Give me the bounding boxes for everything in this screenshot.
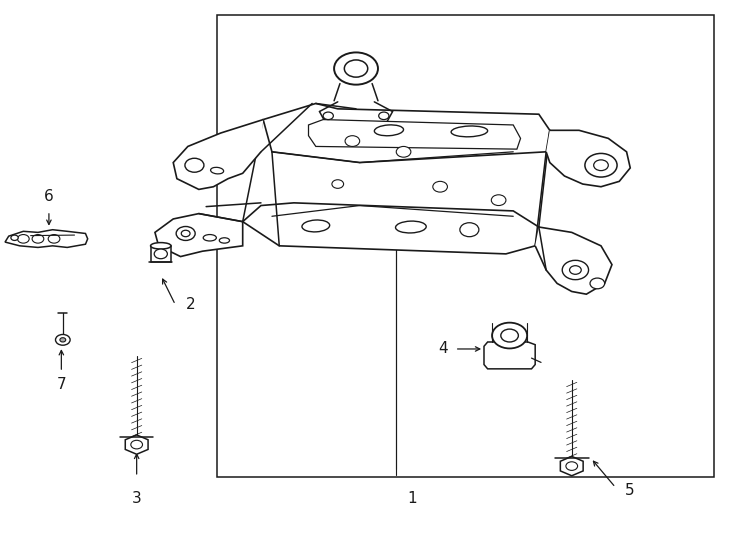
Text: 2: 2	[186, 298, 195, 313]
Circle shape	[32, 234, 44, 243]
Circle shape	[492, 322, 527, 348]
Circle shape	[433, 181, 448, 192]
Polygon shape	[308, 119, 520, 149]
Polygon shape	[264, 104, 550, 163]
Polygon shape	[173, 119, 264, 190]
Text: 5: 5	[625, 483, 634, 498]
Polygon shape	[535, 227, 612, 294]
Text: 6: 6	[44, 190, 54, 205]
Circle shape	[185, 158, 204, 172]
Ellipse shape	[451, 126, 487, 137]
Circle shape	[501, 329, 518, 342]
Circle shape	[344, 60, 368, 77]
Circle shape	[18, 234, 29, 243]
Circle shape	[566, 462, 578, 470]
Ellipse shape	[302, 220, 330, 232]
Bar	[217, 15, 714, 477]
Ellipse shape	[150, 242, 171, 249]
Circle shape	[48, 234, 60, 243]
Circle shape	[334, 52, 378, 85]
Ellipse shape	[219, 238, 230, 243]
Circle shape	[570, 266, 581, 274]
Circle shape	[332, 180, 344, 188]
Ellipse shape	[396, 221, 426, 233]
Circle shape	[131, 440, 142, 449]
Polygon shape	[150, 246, 171, 262]
Polygon shape	[546, 130, 631, 187]
Circle shape	[590, 278, 605, 289]
Circle shape	[154, 249, 167, 259]
Circle shape	[11, 235, 18, 240]
Circle shape	[562, 260, 589, 280]
Ellipse shape	[211, 167, 224, 174]
Ellipse shape	[374, 125, 404, 136]
Circle shape	[323, 112, 333, 119]
Polygon shape	[126, 435, 148, 454]
Circle shape	[181, 230, 190, 237]
Circle shape	[345, 136, 360, 146]
Circle shape	[460, 222, 479, 237]
Polygon shape	[155, 214, 243, 256]
Circle shape	[60, 338, 66, 342]
Circle shape	[594, 160, 608, 171]
Polygon shape	[5, 230, 87, 247]
Text: 1: 1	[407, 491, 417, 506]
Text: 7: 7	[57, 377, 66, 393]
Circle shape	[176, 226, 195, 240]
Ellipse shape	[203, 234, 217, 241]
Polygon shape	[560, 456, 583, 476]
Text: 4: 4	[437, 341, 448, 356]
Circle shape	[585, 153, 617, 177]
Circle shape	[56, 334, 70, 345]
Circle shape	[396, 146, 411, 157]
Text: 3: 3	[132, 491, 142, 506]
Circle shape	[491, 195, 506, 206]
Polygon shape	[484, 342, 535, 369]
Polygon shape	[243, 203, 539, 254]
Circle shape	[379, 112, 389, 119]
